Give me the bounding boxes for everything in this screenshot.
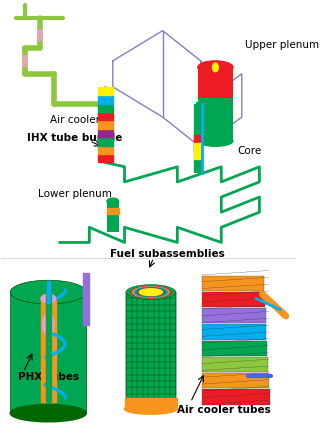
Text: PHX tubes: PHX tubes [18, 372, 78, 381]
Ellipse shape [10, 281, 86, 304]
Text: Core: Core [237, 145, 262, 155]
Bar [47, 282, 50, 303]
Ellipse shape [107, 199, 119, 205]
Ellipse shape [41, 295, 56, 303]
Ellipse shape [43, 314, 54, 335]
Bar [126, 293, 176, 400]
Ellipse shape [198, 62, 233, 75]
Bar [202, 341, 267, 356]
Ellipse shape [125, 404, 177, 414]
Bar [83, 273, 89, 325]
Bar [202, 292, 265, 308]
Bar [98, 88, 113, 96]
Bar [98, 113, 113, 121]
Bar [98, 105, 113, 113]
Bar [10, 293, 86, 413]
Text: IHX tube bundle: IHX tube bundle [27, 132, 122, 142]
Ellipse shape [10, 404, 86, 422]
Bar [202, 357, 268, 372]
Bar [98, 146, 113, 155]
Ellipse shape [136, 288, 166, 297]
Bar [41, 299, 56, 402]
Bar [98, 121, 113, 130]
Text: Lower plenum: Lower plenum [38, 188, 112, 198]
Bar [107, 208, 119, 215]
Text: Fuel subassemblies: Fuel subassemblies [110, 249, 224, 259]
Text: Air cooler: Air cooler [50, 115, 100, 125]
Bar [125, 398, 177, 409]
Bar [98, 130, 113, 138]
Bar [198, 90, 233, 141]
Bar [202, 276, 264, 291]
Ellipse shape [131, 286, 171, 298]
Bar [46, 295, 51, 402]
Text: Upper plenum: Upper plenum [245, 39, 319, 49]
Bar [202, 309, 266, 324]
Bar [107, 202, 119, 232]
Ellipse shape [139, 289, 163, 296]
Bar [202, 325, 266, 340]
Bar [202, 373, 269, 388]
Bar [98, 138, 113, 146]
Bar [98, 155, 113, 163]
Ellipse shape [126, 285, 176, 300]
Ellipse shape [198, 136, 233, 147]
Bar [202, 389, 269, 404]
Ellipse shape [134, 288, 167, 297]
Ellipse shape [133, 287, 169, 298]
Bar [198, 68, 233, 99]
Bar [98, 96, 113, 105]
Text: Air cooler tubes: Air cooler tubes [177, 404, 271, 414]
Bar [1, 1, 295, 260]
Circle shape [213, 64, 218, 72]
Ellipse shape [138, 289, 164, 296]
